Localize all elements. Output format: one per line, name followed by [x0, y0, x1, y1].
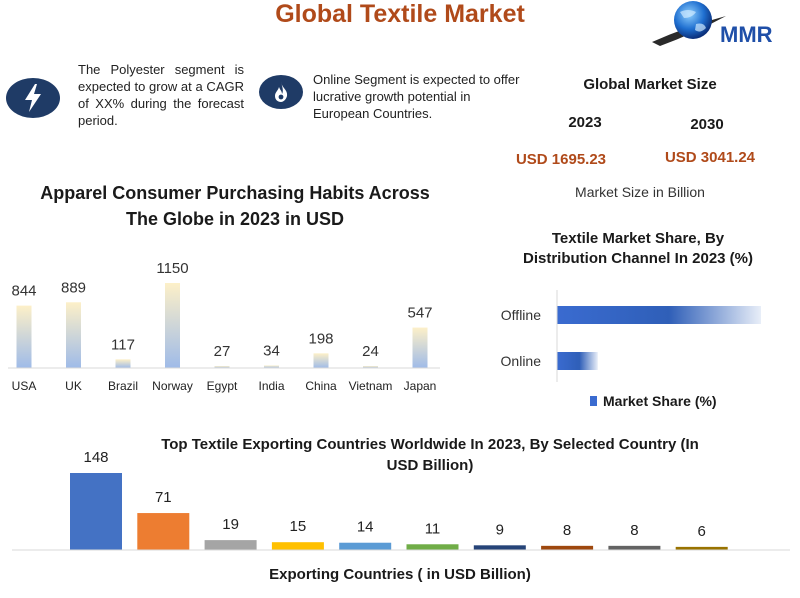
apparel-category-label: Vietnam: [349, 379, 393, 393]
apparel-value-label: 24: [362, 343, 379, 360]
market-size-unit-note: Market Size in Billion: [575, 184, 705, 200]
apparel-value-label: 117: [111, 336, 135, 353]
market-size-year-2030: 2030: [690, 116, 724, 133]
apparel-chart-title: Apparel Consumer Purchasing Habits Acros…: [40, 183, 430, 229]
apparel-category-label: Egypt: [207, 379, 238, 393]
apparel-bar-norway: [165, 283, 180, 368]
apparel-category-label: USA: [12, 379, 37, 393]
export-bar-1: [70, 473, 122, 550]
export-bar-5: [339, 542, 392, 550]
apparel-bar-vietnam: [363, 366, 378, 368]
apparel-value-label: 198: [308, 330, 333, 347]
export-bar-2: [137, 513, 190, 550]
export-bar-4: [271, 542, 324, 550]
exports-bar-chart: 148 71 19 15 14 11 9 8 8 6: [12, 449, 790, 551]
apparel-bar-chart: 844 USA 889 UK 117 Brazil 1150 Norway 27 Egypt 34 I…: [8, 260, 440, 393]
apparel-bar-india: [264, 365, 279, 368]
export-value-label: 19: [222, 516, 239, 533]
market-size-value-2030: USD 3041.24: [664, 149, 756, 166]
highlight-online-text: Online Segment is expected to offer lucr…: [313, 72, 520, 121]
apparel-category-label: India: [258, 379, 284, 393]
globe-icon: [674, 1, 712, 39]
legend-swatch: [590, 396, 597, 406]
page-title: Global Textile Market: [275, 0, 525, 28]
apparel-value-label: 889: [61, 279, 86, 296]
market-size-title: Global Market Size: [583, 76, 717, 93]
market-size-year-2023: 2023: [568, 114, 602, 131]
export-bar-8: [541, 545, 594, 550]
export-bar-7: [473, 545, 526, 550]
apparel-bar-japan: [412, 327, 428, 368]
export-bar-6: [406, 544, 459, 550]
export-bar-9: [608, 545, 661, 550]
export-value-label: 14: [357, 519, 374, 536]
export-bar-10: [675, 546, 728, 550]
export-value-label: 11: [425, 520, 441, 537]
mmr-logo: MMR: [652, 1, 773, 47]
distribution-category-label: Offline: [501, 307, 541, 323]
apparel-bar-usa: [16, 305, 32, 368]
distribution-category-label: Online: [501, 353, 542, 369]
export-value-label: 8: [563, 522, 571, 539]
export-value-label: 6: [698, 523, 706, 540]
export-value-label: 71: [155, 489, 172, 506]
apparel-bar-egypt: [214, 366, 230, 368]
distribution-bar-online: [557, 352, 598, 370]
distribution-chart-title: Textile Market Share, By Distribution Ch…: [522, 230, 754, 267]
apparel-value-label: 27: [214, 343, 231, 360]
logo-text: MMR: [720, 22, 773, 47]
export-value-label: 9: [496, 521, 504, 538]
apparel-value-label: 34: [263, 342, 280, 359]
apparel-category-label: Norway: [152, 379, 193, 393]
distribution-bar-offline: [557, 306, 761, 324]
flame-icon: [259, 75, 303, 109]
export-value-label: 148: [83, 449, 108, 466]
export-value-label: 15: [290, 518, 307, 535]
apparel-value-label: 844: [11, 283, 36, 300]
market-size-value-2023: USD 1695.23: [515, 151, 607, 168]
apparel-category-label: UK: [65, 379, 82, 393]
apparel-category-label: Brazil: [108, 379, 138, 393]
apparel-category-label: Japan: [404, 379, 437, 393]
apparel-category-label: China: [305, 379, 337, 393]
apparel-value-label: 547: [407, 305, 432, 322]
exports-chart-title: Top Textile Exporting Countries Worldwid…: [161, 436, 699, 474]
distribution-chart-legend: Market Share (%): [590, 393, 750, 409]
apparel-bar-brazil: [115, 359, 131, 368]
apparel-bar-uk: [66, 302, 81, 368]
apparel-bar-china: [313, 353, 329, 368]
distribution-bar-chart: Offline Online: [501, 290, 761, 382]
exports-chart-x-axis-label: Exporting Countries ( in USD Billion): [269, 566, 531, 583]
export-bar-3: [204, 540, 257, 550]
apparel-value-label: 1150: [156, 260, 188, 277]
export-value-label: 8: [630, 522, 638, 539]
legend-label: Market Share (%): [603, 393, 717, 409]
highlight-polyester-text: The Polyester segment is expected to gro…: [78, 62, 244, 128]
lightning-bolt-icon: [6, 78, 60, 118]
